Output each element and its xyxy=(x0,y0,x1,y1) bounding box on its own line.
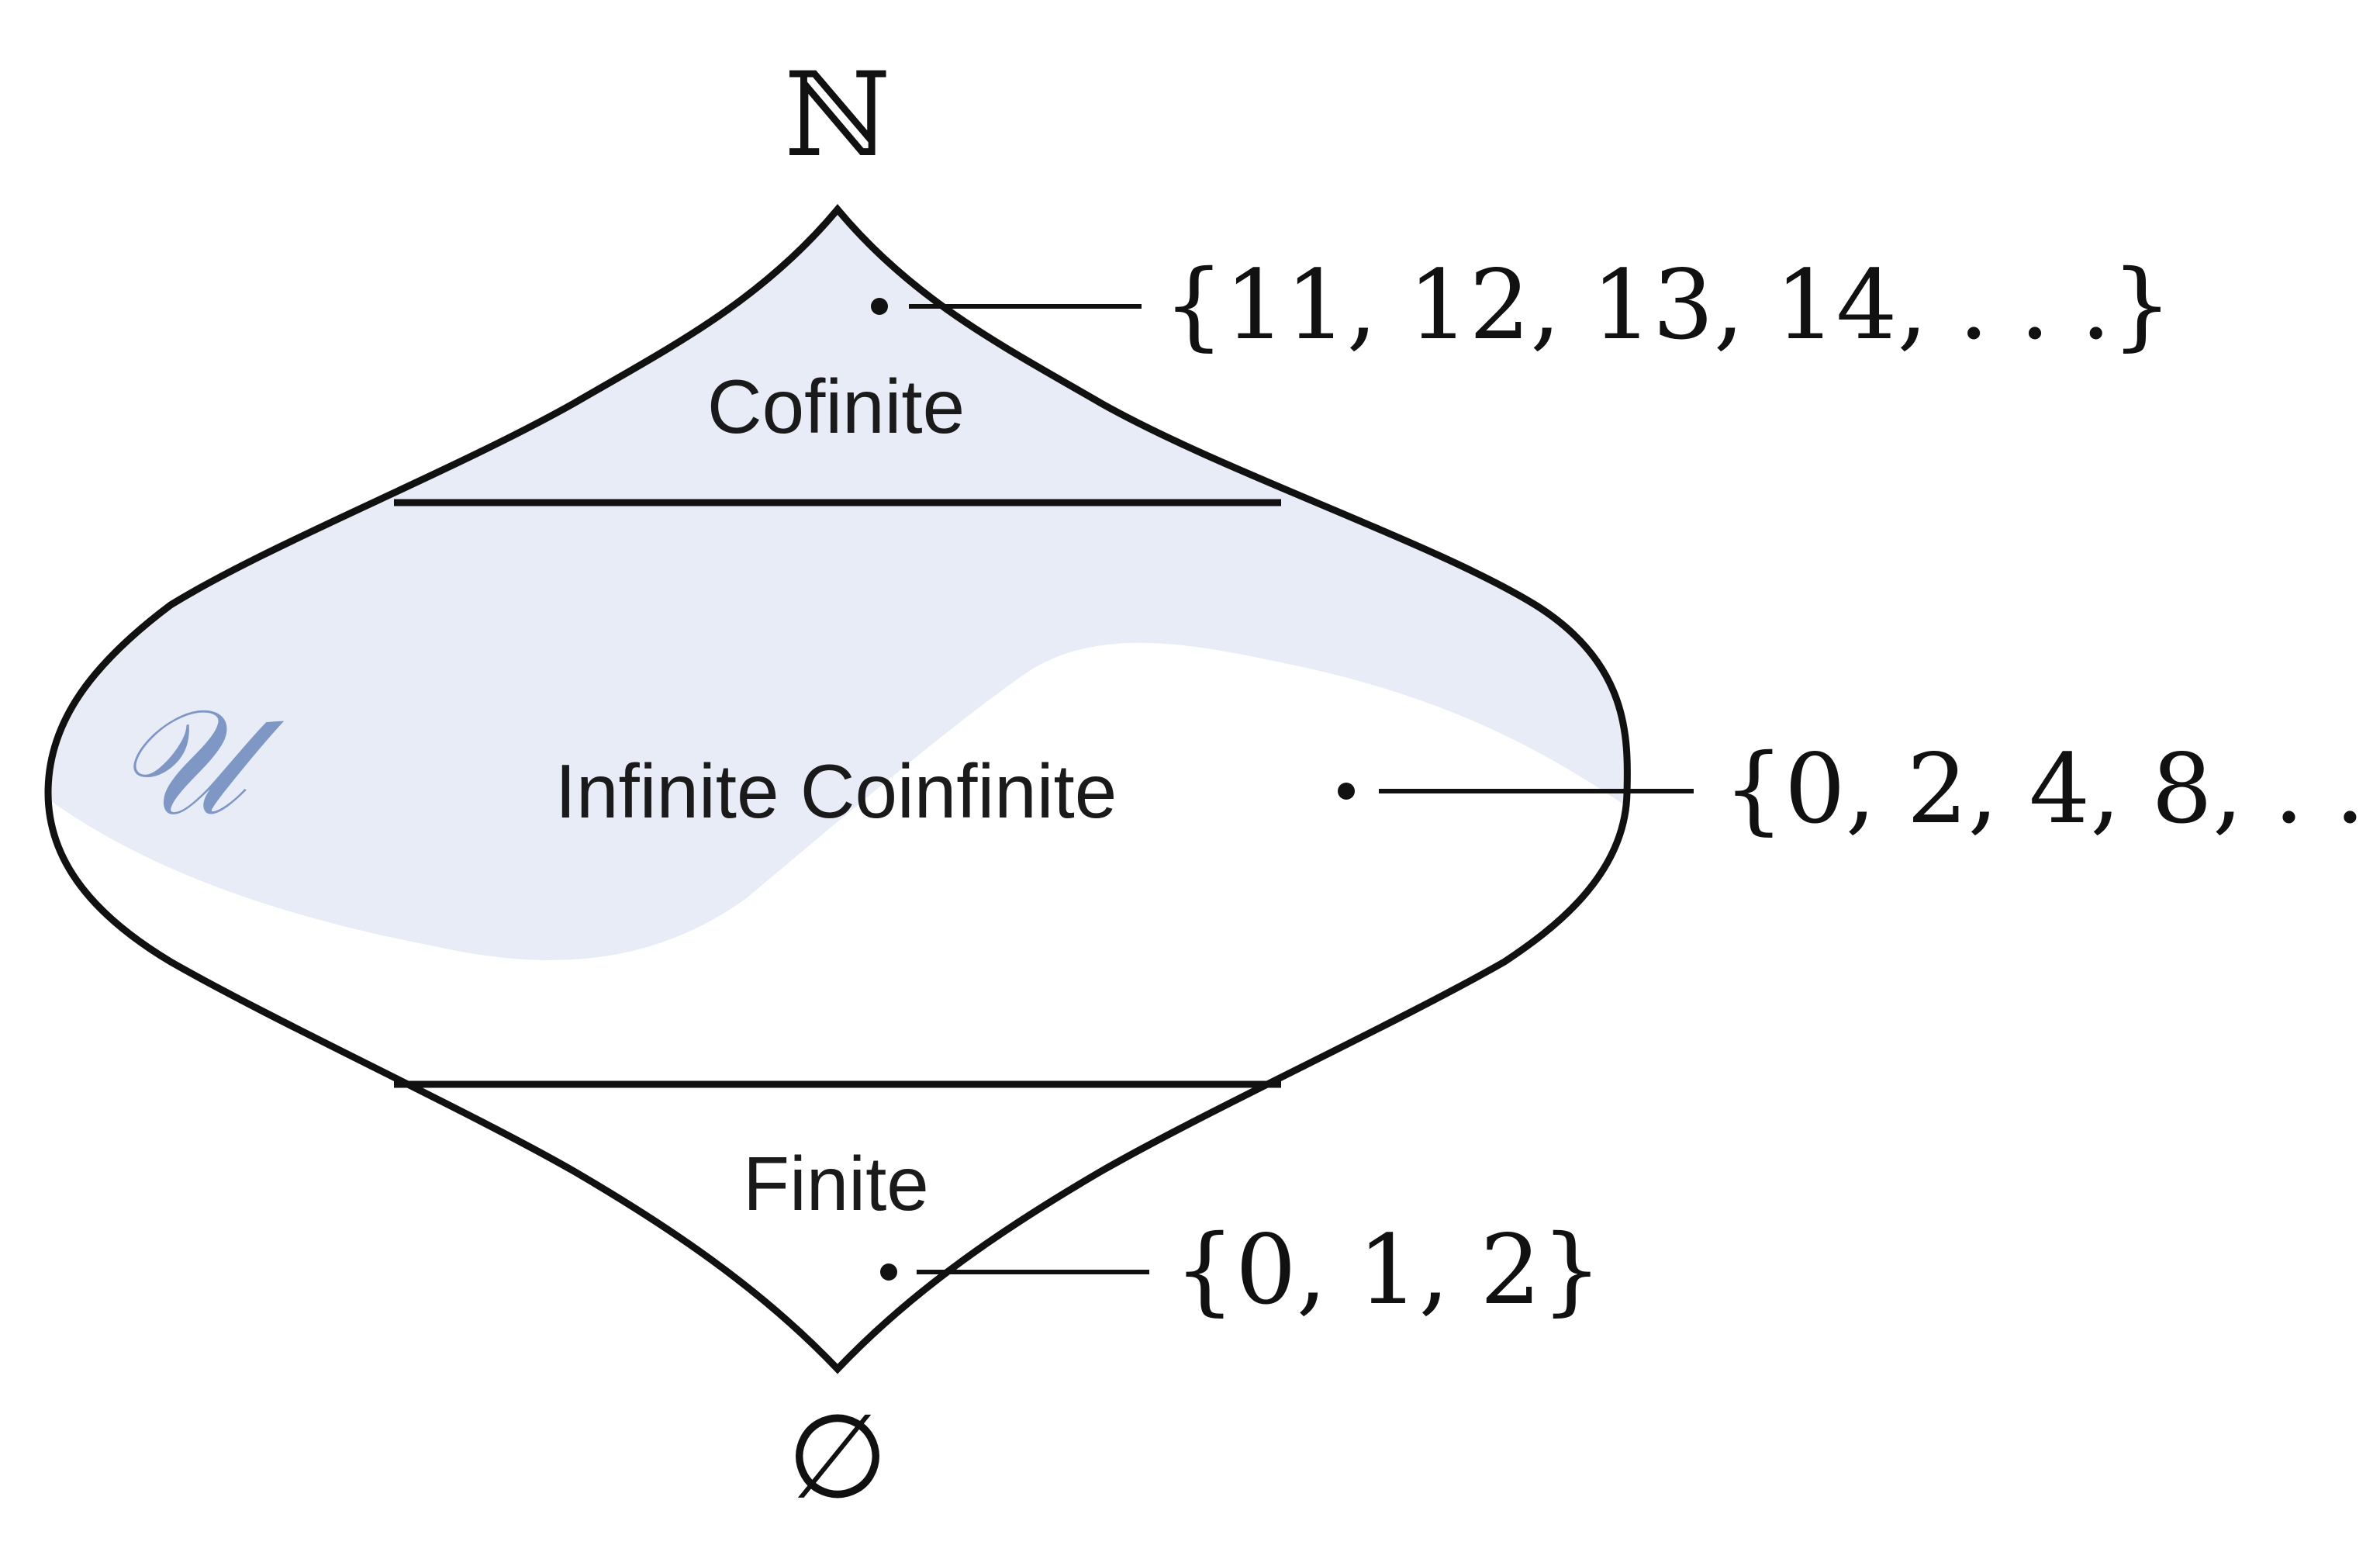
cofinite-region-label: Cofinite xyxy=(707,364,965,449)
finite-example-point xyxy=(880,1263,897,1281)
top-element-label: ℕ xyxy=(784,48,890,183)
bottom-element-label: ∅ xyxy=(787,1390,889,1525)
cofinite-example-set: {11, 12, 13, 14, . . .} xyxy=(1163,250,2172,361)
infinite-coinfinite-example-point xyxy=(1338,783,1355,800)
infinite-coinfinite-region-label: Infinite Coinfinite xyxy=(555,748,1117,834)
infinite-coinfinite-example-set: {0, 2, 4, 8, . . .} xyxy=(1723,734,2380,845)
lattice-outline xyxy=(44,203,1631,1374)
finite-example-set: {0, 1, 2} xyxy=(1174,1215,1602,1326)
cofinite-example-point xyxy=(871,298,888,315)
finite-region-label: Finite xyxy=(743,1141,929,1226)
